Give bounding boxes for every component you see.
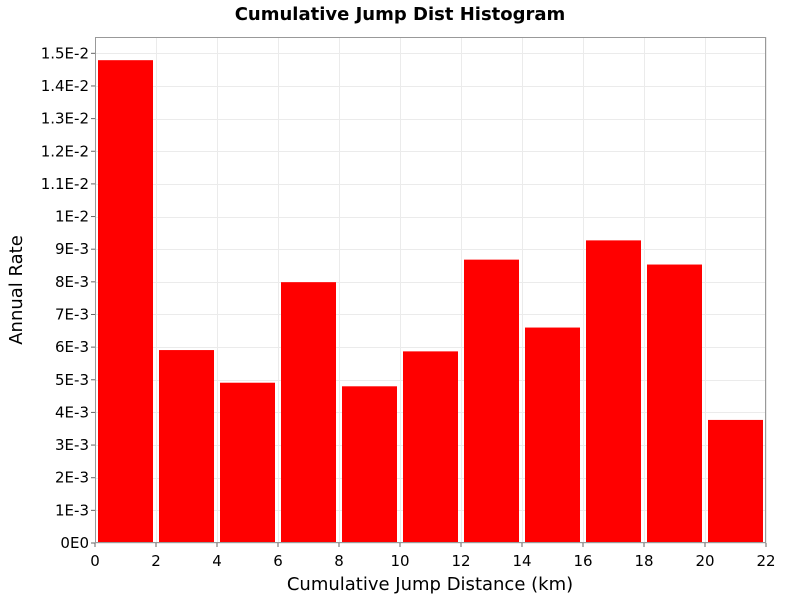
y-tick-label: 7E-3 — [55, 305, 89, 323]
plot-border — [95, 37, 766, 543]
x-tick-label: 14 — [512, 552, 531, 570]
y-tick-label: 1.4E-2 — [41, 77, 89, 95]
x-tick-label: 22 — [756, 552, 775, 570]
x-axis-ticks: 0 2 4 6 8 10 12 14 16 18 20 22 — [90, 543, 776, 570]
y-tick-label: 0E0 — [60, 534, 89, 552]
y-tick-label: 4E-3 — [55, 403, 89, 421]
histogram-bar — [403, 351, 458, 543]
x-tick-label: 16 — [573, 552, 592, 570]
x-tick-label: 18 — [634, 552, 653, 570]
y-tick-label: 5E-3 — [55, 371, 89, 389]
x-tick-label: 2 — [151, 552, 161, 570]
bars — [98, 60, 763, 544]
y-axis-label: Annual Rate — [6, 235, 27, 345]
histogram-bar — [647, 264, 702, 543]
histogram-bar — [708, 419, 763, 543]
y-tick-label: 1.2E-2 — [41, 142, 89, 160]
x-tick-label: 6 — [273, 552, 283, 570]
x-tick-label: 8 — [334, 552, 344, 570]
x-tick-label: 12 — [451, 552, 470, 570]
x-tick-label: 20 — [695, 552, 714, 570]
histogram-bar — [525, 327, 580, 543]
histogram-bar — [159, 350, 214, 543]
y-tick-label: 1.1E-2 — [41, 175, 89, 193]
y-tick-label: 1.5E-2 — [41, 44, 89, 62]
x-axis-label: Cumulative Jump Distance (km) — [287, 574, 573, 595]
y-tick-label: 9E-3 — [55, 240, 89, 258]
chart-title: Cumulative Jump Dist Histogram — [235, 4, 566, 25]
x-tick-label: 0 — [90, 552, 100, 570]
histogram-bar — [220, 382, 275, 543]
histogram-bar — [281, 282, 336, 543]
y-tick-label: 1.3E-2 — [41, 110, 89, 128]
y-tick-label: 8E-3 — [55, 273, 89, 291]
y-tick-label: 2E-3 — [55, 469, 89, 487]
y-axis-ticks: 0E0 1E-3 2E-3 3E-3 4E-3 5E-3 6E-3 7E-3 8E-3 9E-3 1… — [41, 44, 95, 552]
x-tick-label: 4 — [212, 552, 222, 570]
y-tick-label: 6E-3 — [55, 338, 89, 356]
y-tick-label: 1E-2 — [55, 208, 89, 226]
y-tick-label: 3E-3 — [55, 436, 89, 454]
histogram-bar — [586, 240, 641, 544]
y-tick-label: 1E-3 — [55, 501, 89, 519]
x-tick-label: 10 — [390, 552, 409, 570]
histogram-bar — [464, 259, 519, 543]
histogram-bar — [342, 386, 397, 543]
histogram-bar — [98, 60, 153, 543]
